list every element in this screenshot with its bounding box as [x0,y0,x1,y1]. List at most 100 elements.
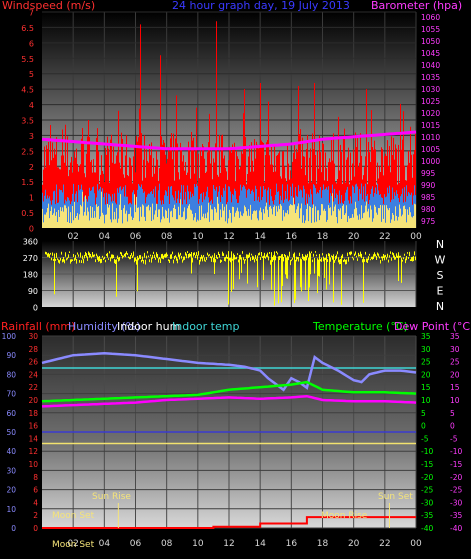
temp-y-tick-left: -20 [421,473,433,482]
wind-x-ticks: 02 04 06 08 10 12 14 16 18 20 22 00 [67,232,422,242]
rain-y-tick: 18 [28,409,38,418]
baro-y-tick: 1020 [421,109,440,118]
direction-bars [45,251,416,306]
baro-y-tick: 1030 [421,85,440,94]
temp-y-tick-right: -15 [450,460,462,469]
humidity-y-tick: 50 [6,428,16,437]
baro-y-tick: 1055 [421,25,440,34]
climate-x-tick: 00 [410,539,422,549]
baro-y-tick: 990 [421,181,436,190]
climate-x-tick: 08 [161,539,173,549]
wind-x-tick: 12 [223,232,234,242]
baro-y-tick: 1025 [421,97,440,106]
baro-y-tick: 1000 [421,157,440,166]
moonrise-label: Moon Rise [321,511,368,521]
sunset-label: Sun Set [378,492,413,502]
wind-x-tick: 18 [317,232,329,242]
rain-y-tick: 6 [33,486,38,495]
climate-x-tick: 20 [348,539,360,549]
humidity-y-tick: 80 [6,370,16,379]
wind-y-tick: 5.5 [21,55,34,64]
temp-y-ticks-right: 35 30 25 20 15 10 5 0 -5 -10 -15 -20 -25 -30 -35 -40 [450,332,462,533]
temp-y-tick-right: 5 [450,409,455,418]
rain-y-tick: 12 [28,447,38,456]
humidity-legend: Humidity (%) [68,320,140,333]
wind-y-ticks: 0 0.5 1 1.5 2 2.5 3 3.5 4 4.5 5 5.5 6 6.5 7 [21,9,34,234]
climate-x-tick: 02 [67,539,78,549]
wind-x-tick: 02 [67,232,78,242]
humidity-line [41,352,417,392]
direction-y-tick: 360 [23,238,38,247]
temp-y-tick-right: -30 [450,498,462,507]
temp-y-tick-right: 15 [450,383,460,392]
humidity-y-tick: 90 [6,351,16,360]
climate-series [41,352,417,529]
rain-legend: Rainfall (mm) [1,320,75,333]
direction-y-tick: 180 [23,271,38,280]
temp-y-tick-left: 25 [421,358,431,367]
humidity-y-tick: 30 [6,466,16,475]
temp-y-tick-left: 20 [421,370,431,379]
climate-x-tick: 10 [192,539,204,549]
rain-y-tick: 0 [33,524,38,533]
wind-y-tick: 0.5 [21,209,34,218]
temp-y-tick-right: 35 [450,332,460,341]
rain-y-tick: 14 [28,434,38,443]
temp-y-tick-right: 30 [450,345,460,354]
rain-y-tick: 8 [33,473,38,482]
temp-y-tick-right: 20 [450,370,460,379]
temp-y-tick-left: -30 [421,498,433,507]
baro-y-tick: 1040 [421,61,440,70]
temp-y-tick-left: -15 [421,460,433,469]
temp-y-tick-right: -40 [450,524,462,533]
climate-x-ticks: 02 04 06 08 10 12 14 16 18 20 22 00 [67,539,422,549]
temp-y-tick-left: -40 [421,524,433,533]
climate-x-tick: 06 [130,539,142,549]
temp-y-tick-left: 35 [421,332,431,341]
temp-y-tick-right: -20 [450,473,462,482]
wind-panel: 00.511.522.533.544.555.566.57 9759809859… [2,0,462,242]
wind-y-tick: 6.5 [21,24,34,33]
baro-axis-label: Barometer (hpa) [371,0,462,12]
wind-y-tick: 7 [29,9,34,18]
temp-y-tick-right: -35 [450,511,462,520]
wind-y-tick: 0 [29,225,34,234]
moonset-label: Moon Set [52,511,95,521]
humidity-y-tick: 0 [11,524,16,533]
baro-y-tick: 985 [421,193,436,202]
wind-x-tick: 16 [286,232,298,242]
direction-y-tick: 270 [23,254,38,263]
baro-y-tick: 1005 [421,145,440,154]
baro-y-tick: 1015 [421,121,440,130]
compass-label: E [437,285,444,298]
temp-y-tick-right: -25 [450,486,462,495]
rain-y-tick: 20 [28,396,38,405]
dew-point-legend: Dew Point (°C) [394,320,471,333]
wind-y-tick: 2.5 [21,147,34,156]
humidity-y-tick: 60 [6,409,16,418]
climate-x-tick: 04 [99,539,111,549]
temp-y-tick-left: 5 [421,409,426,418]
chart-title: 24 hour graph day, 19 July 2013 [172,0,350,12]
temp-y-tick-left: -10 [421,447,433,456]
direction-y-tick: 90 [28,287,38,296]
wind-axis-label: Windspeed (m/s) [2,0,95,12]
temp-y-tick-right: 0 [450,422,455,431]
wind-y-tick: 5 [29,70,34,79]
wind-x-tick: 06 [130,232,142,242]
rain-y-tick: 22 [28,383,38,392]
indoor-hum-legend: Indoor hum [117,320,180,333]
temperature-line [41,380,417,403]
rain-y-tick: 10 [28,460,38,469]
temp-y-tick-left: 10 [421,396,431,405]
humidity-y-tick: 10 [6,505,16,514]
temp-y-tick-left: 0 [421,422,426,431]
compass-label: W [435,254,446,267]
temp-y-tick-right: -10 [450,447,462,456]
wind-y-tick: 4 [29,101,34,110]
wind-x-tick: 10 [192,232,204,242]
